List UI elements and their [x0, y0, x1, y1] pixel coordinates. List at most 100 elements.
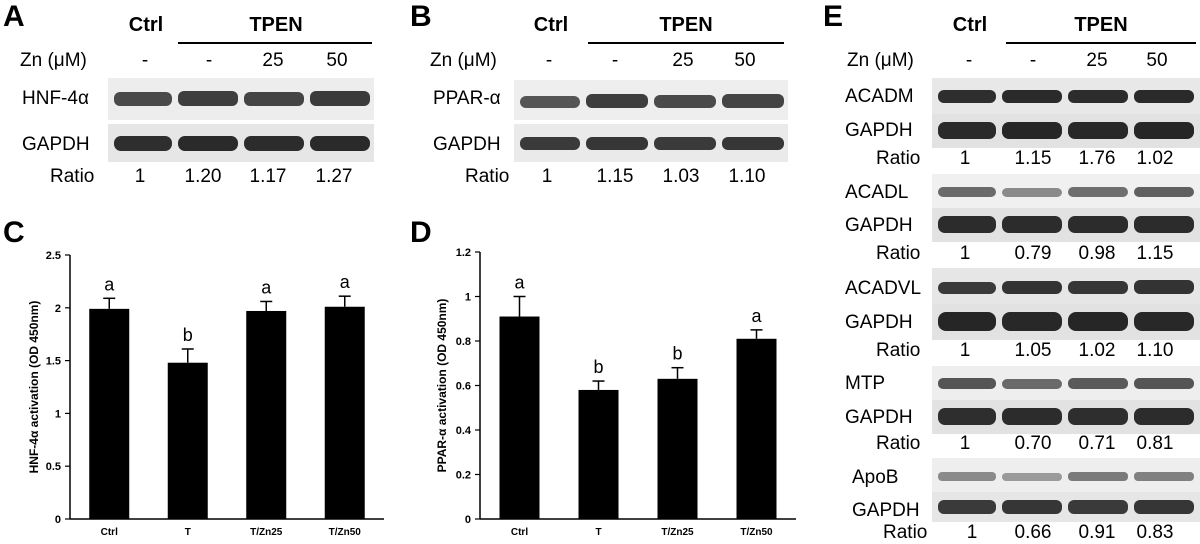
- panel-e-ratio-5-1: 1: [966, 522, 978, 543]
- panel-e-blot-mtp: [932, 366, 1200, 400]
- panel-b-zn-3: 25: [672, 50, 694, 71]
- y-tick-label: 2: [55, 303, 61, 315]
- panel-e-blot-gapdh-3: [932, 304, 1200, 340]
- panel-e-blot-gapdh-2: [932, 208, 1200, 242]
- bar-t: [167, 362, 208, 519]
- significance-letter: b: [672, 344, 682, 364]
- panel-e-ratio-label-2: Ratio: [876, 243, 921, 264]
- panel-e-ratio-5-2: 0.66: [1014, 522, 1052, 543]
- significance-letter: a: [514, 273, 525, 293]
- panel-e-ctrl-header: Ctrl: [952, 14, 988, 36]
- panel-a-ratio-3: 1.17: [249, 166, 287, 187]
- panel-e-ratio-2-2: 0.79: [1014, 243, 1052, 264]
- panel-e-zn-3: 25: [1086, 50, 1108, 71]
- panel-a-ratio-4: 1.27: [315, 166, 353, 187]
- x-tick-label: T: [185, 527, 191, 538]
- x-tick-label: Ctrl: [511, 527, 528, 538]
- bar-tzn25: [657, 378, 698, 519]
- panel-e-ratio-label-3: Ratio: [876, 340, 921, 361]
- panel-a-ratio-label: Ratio: [50, 166, 95, 187]
- y-tick-label: 0.8: [456, 336, 471, 348]
- panel-e-blot-gapdh-4: [932, 400, 1200, 434]
- panel-e-ratio-3-2: 1.05: [1014, 340, 1052, 361]
- panel-e-label-mtp: MTP: [845, 373, 886, 394]
- panel-a-blot-label-hnf4a: HNF-4α: [22, 88, 89, 109]
- panel-e-tpen-header: TPEN: [1074, 14, 1128, 36]
- y-axis-title: HNF-4α activation (OD 450nm): [27, 301, 41, 474]
- bar-t: [578, 389, 619, 519]
- panel-e-ratio-2-3: 0.98: [1078, 243, 1116, 264]
- panel-e-zn-2: -: [1029, 50, 1037, 71]
- x-tick-label: T/Zn25: [661, 527, 694, 538]
- panel-a-blot-gapdh: [108, 124, 374, 162]
- panel-a-tpen-line: [178, 42, 372, 44]
- panel-b-ratio-4: 1.10: [728, 166, 766, 187]
- panel-a-zn-label: Zn (μM): [20, 50, 87, 71]
- panel-e-letter: E: [823, 0, 844, 33]
- panel-e-ratio-3-3: 1.02: [1078, 340, 1116, 361]
- panel-e-blot-gapdh-1: [932, 114, 1200, 148]
- y-tick-label: 0: [55, 514, 61, 526]
- bar-tzn50: [736, 338, 777, 519]
- panel-e-blot-gapdh-5: [932, 492, 1200, 522]
- panel-e-ratio-4-2: 0.70: [1014, 433, 1052, 454]
- bar-tzn50: [324, 306, 365, 519]
- panel-b-tpen-line: [588, 42, 784, 44]
- panel-e-ratio-4-3: 0.71: [1078, 433, 1116, 454]
- chart-d: 0 0.2 0.4 0.6 0.8 1 1.2 PPAR-α activation (OD 4…: [435, 247, 796, 538]
- panel-e-ratio-label-1: Ratio: [876, 148, 921, 169]
- panel-e-blot-acadvl: [932, 268, 1200, 304]
- panel-b-blot-gapdh: [514, 124, 788, 162]
- x-tick-label: T/Zn50: [329, 527, 362, 538]
- panel-e-ratio-3-1: 1: [959, 340, 971, 361]
- significance-letter: a: [340, 272, 351, 292]
- panel-e-label-gapdh-2: GAPDH: [845, 215, 913, 236]
- panel-e-ratio-5-4: 0.83: [1136, 522, 1174, 543]
- panel-a-tpen-header: TPEN: [249, 14, 303, 36]
- panel-e-label-acadvl: ACADVL: [845, 278, 922, 299]
- panel-e-blot-apob: [932, 458, 1200, 492]
- panel-b-zn-1: -: [545, 50, 553, 71]
- x-tick-label: Ctrl: [101, 527, 118, 538]
- panel-b-blot-label-gapdh: GAPDH: [433, 134, 501, 155]
- x-tick-label: T/Zn25: [250, 527, 283, 538]
- panel-e-blot-acadm: [932, 78, 1200, 114]
- panel-b-zn-2: -: [611, 50, 619, 71]
- panel-b-zn-4: 50: [734, 50, 756, 71]
- panel-e-label-gapdh-1: GAPDH: [845, 120, 913, 141]
- panel-e-ratio-4-4: 0.81: [1136, 433, 1174, 454]
- panel-e-ratio-label-4: Ratio: [876, 433, 921, 454]
- y-tick-label: 0.2: [456, 470, 471, 482]
- panel-e-zn-4: 50: [1146, 50, 1168, 71]
- panel-a-ratio-1: 1: [134, 166, 146, 187]
- panel-b-ratio-label: Ratio: [465, 166, 510, 187]
- chart-c: 0 0.5 1 1.5 2 2.5 HNF-4α activation (OD 450nm)…: [27, 250, 384, 538]
- panel-c-letter: C: [3, 216, 25, 249]
- panel-b-tpen-header: TPEN: [659, 14, 713, 36]
- significance-letter: b: [183, 325, 193, 345]
- panel-e-ratio-4-1: 1: [959, 433, 971, 454]
- significance-letter: a: [261, 277, 272, 297]
- y-tick-label: 0.5: [46, 461, 61, 473]
- panel-e-label-gapdh-5: GAPDH: [852, 500, 920, 521]
- panel-d-letter: D: [410, 216, 432, 249]
- panel-e-ratio-1-1: 1: [959, 148, 971, 169]
- panel-a-ratio-2: 1.20: [184, 166, 222, 187]
- x-tick-label: T: [595, 527, 601, 538]
- panel-e-label-apob: ApoB: [852, 467, 899, 488]
- panel-e-ratio-2-1: 1: [959, 243, 971, 264]
- panel-e-zn-label: Zn (μM): [847, 50, 914, 71]
- panel-e-ratio-2-4: 1.15: [1136, 243, 1174, 264]
- y-axis-title: PPAR-α activation (OD 450nm): [435, 299, 449, 473]
- panel-e-zn-1: -: [965, 50, 973, 71]
- panel-e-blot-acadl: [932, 174, 1200, 208]
- y-tick-label: 2.5: [46, 250, 61, 262]
- x-tick-label: T/Zn50: [740, 527, 773, 538]
- panel-a-zn-4: 50: [326, 50, 348, 71]
- panel-e-ratio-label-5: Ratio: [883, 522, 928, 543]
- panel-b-ratio-1: 1: [541, 166, 553, 187]
- bar-ctrl: [499, 316, 540, 519]
- panel-e-ratio-5-3: 0.91: [1078, 522, 1116, 543]
- panel-b-ratio-3: 1.03: [662, 166, 700, 187]
- panel-b-ratio-2: 1.15: [596, 166, 634, 187]
